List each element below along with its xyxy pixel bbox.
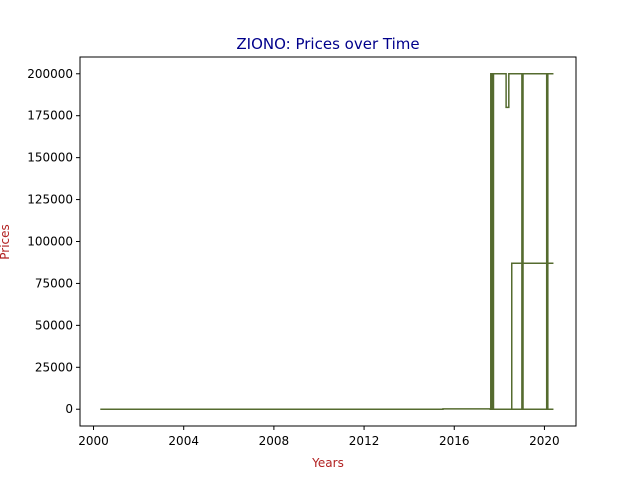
y-tick-label: 75000 (35, 276, 73, 290)
y-tick-label: 150000 (27, 151, 73, 165)
plot-frame (79, 56, 577, 427)
y-axis-label: Prices (0, 224, 12, 260)
y-tick-label: 175000 (27, 109, 73, 123)
y-tick-label: 0 (65, 402, 73, 416)
y-tick-label: 125000 (27, 193, 73, 207)
x-tick-label: 2004 (168, 434, 199, 448)
chart-title: ZIONO: Prices over Time (236, 35, 419, 53)
x-axis: 2000 2004 2008 2012 2016 2020 (78, 426, 560, 448)
y-tick-label: 50000 (35, 318, 73, 332)
x-tick-label: 2012 (349, 434, 380, 448)
series-line-1 (100, 73, 554, 410)
x-tick-label: 2016 (439, 434, 470, 448)
x-tick-label: 2000 (78, 434, 109, 448)
y-tick-label: 100000 (27, 235, 73, 249)
series-line-2 (490, 262, 554, 410)
y-axis: 0 25000 50000 75000 100000 125000 150000 175000… (27, 67, 80, 416)
x-tick-label: 2020 (529, 434, 560, 448)
y-tick-label: 200000 (27, 67, 73, 81)
y-tick-label: 25000 (35, 360, 73, 374)
x-tick-label: 2008 (259, 434, 290, 448)
plot-lines (100, 73, 554, 410)
x-axis-label: Years (311, 456, 344, 470)
